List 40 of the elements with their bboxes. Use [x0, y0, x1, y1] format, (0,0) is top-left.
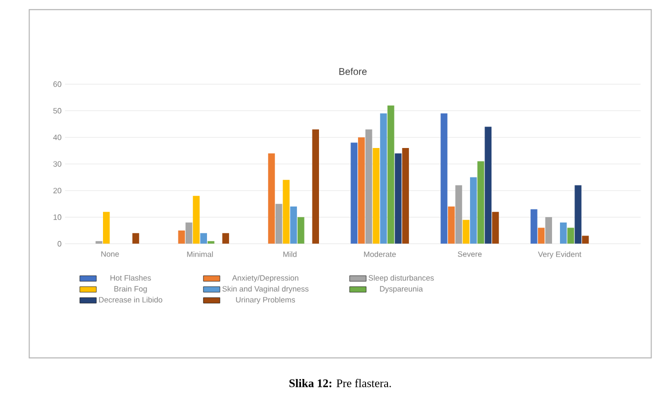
- bar: [178, 230, 185, 244]
- bar: [470, 177, 477, 244]
- bar: [222, 233, 230, 244]
- bar: [402, 148, 409, 244]
- bar: [282, 180, 290, 244]
- bar: [358, 137, 365, 244]
- bar: [530, 209, 538, 244]
- bar: [102, 212, 110, 244]
- bar: [574, 185, 582, 244]
- bar: [448, 206, 455, 244]
- bar: [208, 241, 214, 244]
- bar: [380, 113, 387, 244]
- bar: [372, 148, 380, 244]
- bar: [275, 204, 282, 244]
- bar: [132, 233, 140, 244]
- bar: [394, 153, 402, 244]
- text: Slika 12: Pre flastera.: [289, 378, 391, 388]
- bar: [538, 228, 545, 244]
- bar: [582, 236, 589, 244]
- bar: [387, 105, 394, 244]
- bar: [440, 113, 448, 244]
- chart-title: Before: [339, 68, 367, 75]
- bar: [298, 217, 304, 244]
- bar: [492, 212, 499, 244]
- bar: [186, 222, 192, 244]
- bar: [462, 220, 470, 244]
- bar: [200, 233, 208, 244]
- bar: [567, 228, 574, 244]
- bar: [268, 153, 275, 244]
- bar: [290, 206, 297, 244]
- bar: [350, 142, 358, 244]
- bar: [560, 222, 567, 244]
- bar: [455, 185, 462, 244]
- bar: [545, 217, 552, 244]
- bar: [192, 196, 200, 244]
- bar: [477, 161, 484, 244]
- bar: [484, 126, 492, 244]
- bar: [312, 129, 319, 244]
- bar: [96, 241, 102, 244]
- bar: [365, 129, 372, 244]
